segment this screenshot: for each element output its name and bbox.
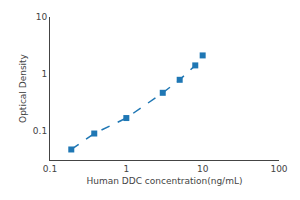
svg-text:10: 10 (197, 164, 209, 174)
svg-text:1: 1 (123, 164, 129, 174)
svg-text:0.1: 0.1 (43, 164, 57, 174)
svg-text:Human DDC concentration(ng/mL): Human DDC concentration(ng/mL) (87, 176, 243, 186)
svg-text:100: 100 (270, 164, 287, 174)
svg-text:10: 10 (36, 12, 48, 22)
svg-text:Optical Density: Optical Density (18, 53, 28, 123)
svg-text:1: 1 (41, 69, 47, 79)
svg-text:0.1: 0.1 (33, 126, 47, 136)
